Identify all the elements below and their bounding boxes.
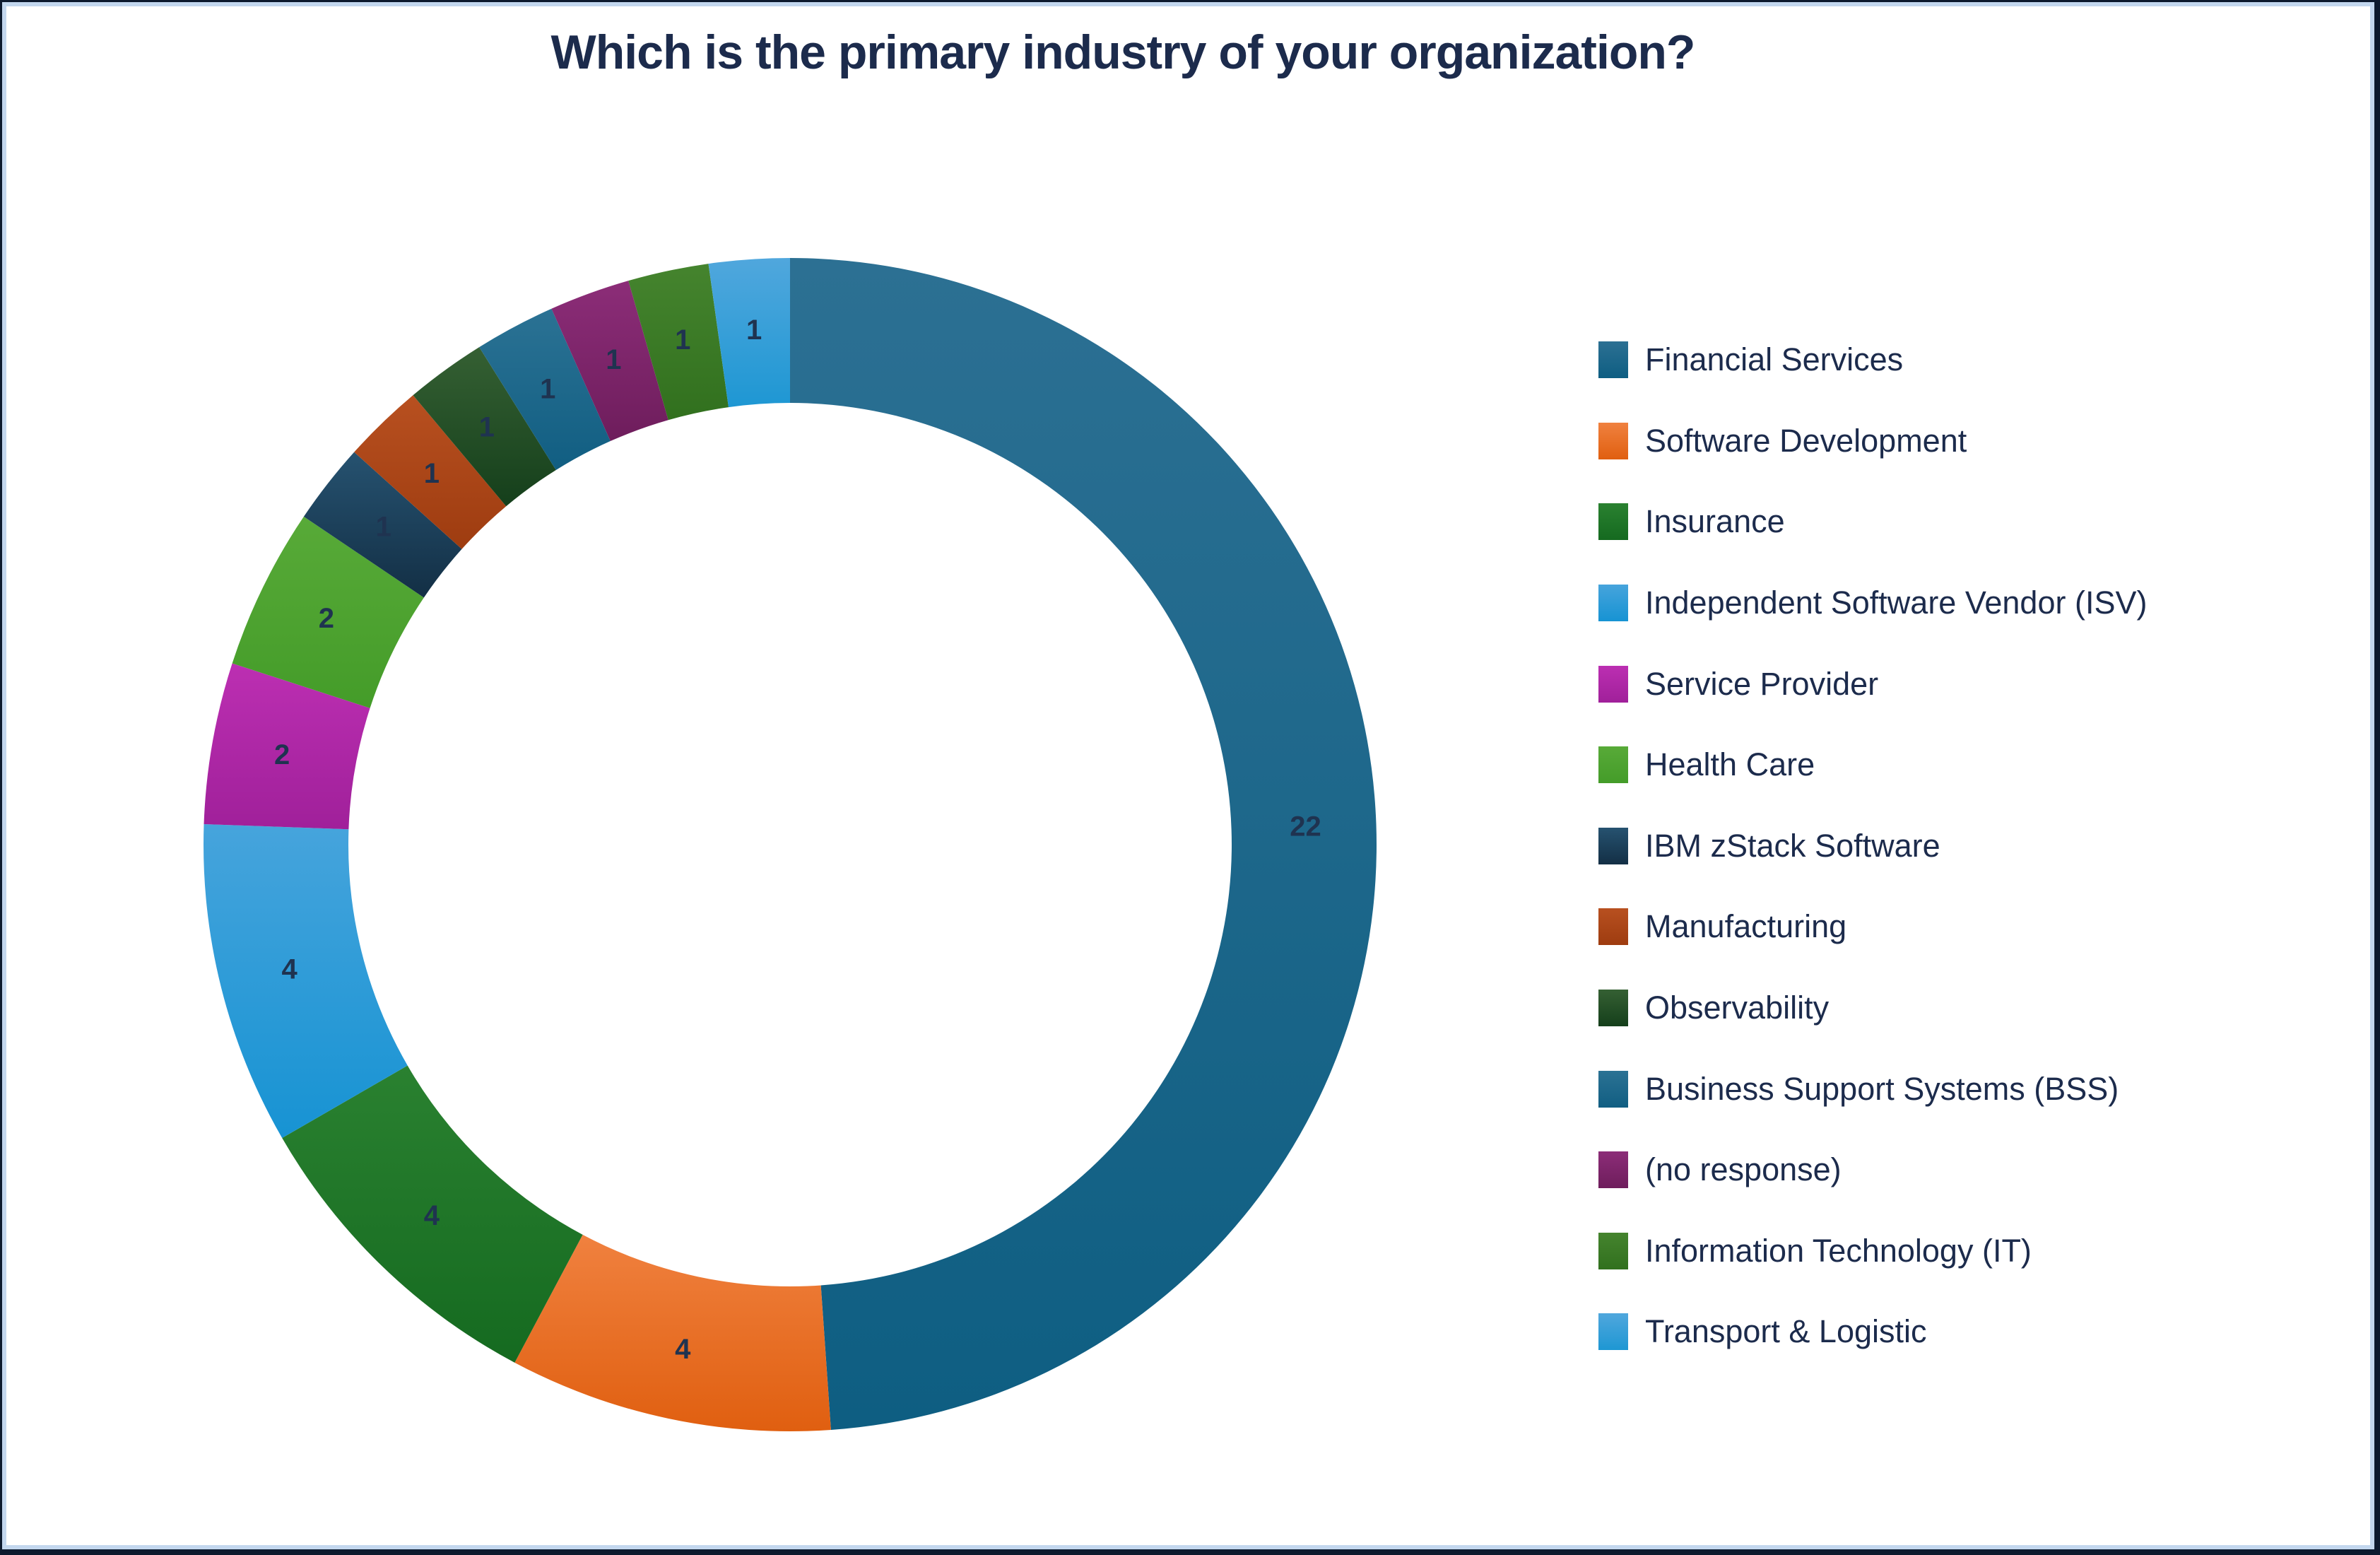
legend-label: Financial Services: [1645, 341, 1904, 378]
donut-slice: [204, 824, 408, 1138]
legend-item: IBM zStack Software: [1598, 806, 2147, 887]
legend-item: Health Care: [1598, 724, 2147, 806]
legend-item: Independent Software Vendor (ISV): [1598, 563, 2147, 644]
legend-item: (no response): [1598, 1129, 2147, 1211]
legend-swatch-icon: [1598, 503, 1628, 541]
legend-item: Business Support Systems (BSS): [1598, 1048, 2147, 1129]
legend-item: Insurance: [1598, 481, 2147, 563]
legend-swatch-icon: [1598, 827, 1628, 864]
slice-value-label: 1: [746, 315, 762, 346]
slice-value-label: 4: [675, 1334, 691, 1365]
legend-label: Business Support Systems (BSS): [1645, 1070, 2119, 1107]
legend-swatch-icon: [1598, 1070, 1628, 1108]
legend-swatch-icon: [1598, 908, 1628, 946]
donut-slice: [551, 281, 668, 442]
legend-swatch-icon: [1598, 422, 1628, 459]
donut-slice: [628, 264, 729, 421]
legend-swatch-icon: [1598, 1232, 1628, 1269]
slice-value-label: 4: [424, 1200, 440, 1231]
donut-slice: [413, 347, 556, 507]
donut-slice: [282, 1065, 583, 1363]
legend-label: Service Provider: [1645, 665, 1879, 702]
donut-slice: [514, 1234, 831, 1431]
legend-swatch-icon: [1598, 1313, 1628, 1351]
donut-slice: [303, 452, 462, 598]
legend-item: Manufacturing: [1598, 886, 2147, 968]
legend-swatch-icon: [1598, 746, 1628, 784]
legend-swatch-icon: [1598, 585, 1628, 622]
donut-slice: [790, 258, 1377, 1430]
legend-label: Observability: [1645, 990, 1830, 1026]
legend-label: Transport & Logistic: [1645, 1313, 1927, 1350]
donut-slice: [204, 663, 370, 830]
slice-value-label: 1: [606, 344, 621, 375]
slice-value-label: 4: [282, 954, 298, 985]
legend-item: Service Provider: [1598, 643, 2147, 724]
donut-slice: [354, 395, 507, 549]
donut-slices: [204, 258, 1377, 1431]
legend-label: Information Technology (IT): [1645, 1232, 2032, 1269]
legend-label: Software Development: [1645, 422, 1967, 459]
legend-swatch-icon: [1598, 990, 1628, 1027]
slice-value-label: 1: [424, 458, 440, 489]
legend-label: Independent Software Vendor (ISV): [1645, 585, 2148, 621]
legend-item: Financial Services: [1598, 319, 2147, 401]
legend-label: (no response): [1645, 1151, 1842, 1188]
slice-value-label: 2: [319, 603, 334, 634]
chart-legend: Financial Services Software Development …: [1598, 319, 2147, 1373]
slice-value-label: 1: [479, 411, 495, 442]
legend-item: Transport & Logistic: [1598, 1291, 2147, 1373]
slice-value-label: 1: [376, 512, 391, 543]
legend-item: Software Development: [1598, 401, 2147, 482]
legend-label: Manufacturing: [1645, 908, 1847, 945]
legend-item: Information Technology (IT): [1598, 1211, 2147, 1292]
legend-label: Insurance: [1645, 503, 1785, 540]
slice-value-label: 22: [1290, 811, 1321, 843]
legend-swatch-icon: [1598, 341, 1628, 379]
chart-title: Which is the primary industry of your or…: [550, 25, 1696, 79]
legend-item: Observability: [1598, 968, 2147, 1049]
slice-value-label: 1: [675, 324, 690, 356]
donut-slice: [708, 258, 790, 408]
legend-swatch-icon: [1598, 1151, 1628, 1189]
legend-label: IBM zStack Software: [1645, 827, 1940, 864]
donut-slice: [479, 308, 611, 470]
legend-swatch-icon: [1598, 665, 1628, 703]
slice-value-label: 1: [540, 373, 555, 404]
legend-label: Health Care: [1645, 746, 1815, 783]
donut-slice: [232, 516, 424, 708]
slice-value-label: 2: [274, 739, 290, 770]
